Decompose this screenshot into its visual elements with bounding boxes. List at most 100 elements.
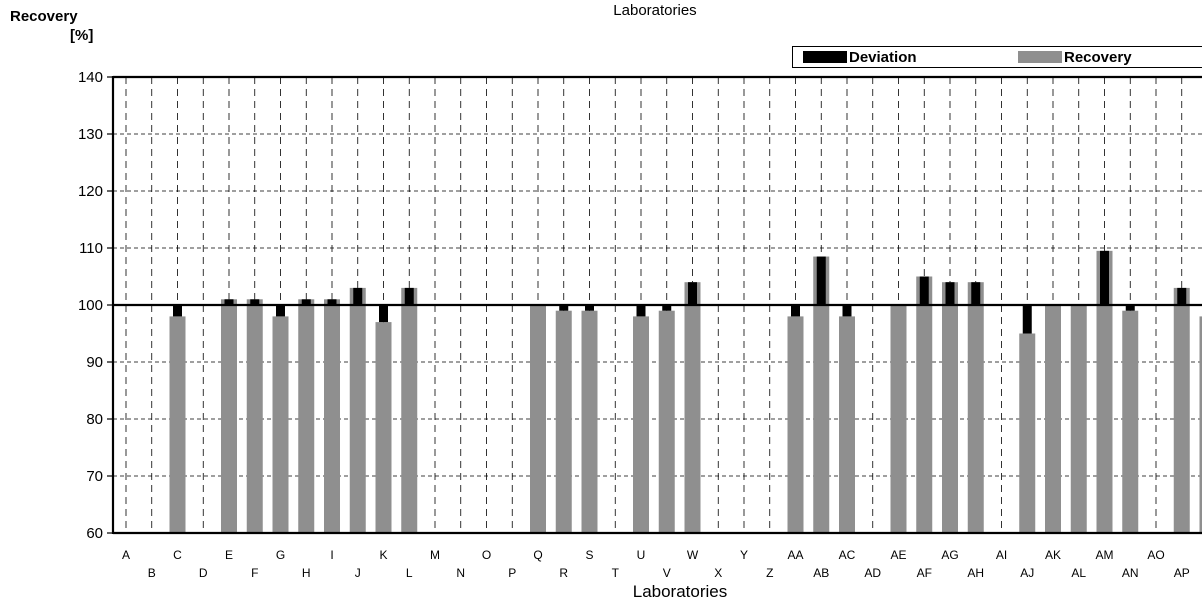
recovery-bar-r (581, 310, 598, 533)
x-tick-label-ad: AD (864, 566, 881, 580)
deviation-bar-g (301, 299, 311, 305)
deviation-bar-k (404, 287, 414, 305)
recovery-bar-p (530, 305, 546, 533)
y-tick-label: 140 (78, 69, 103, 86)
deviation-bar-h (327, 299, 337, 305)
recovery-bar-q (555, 310, 572, 533)
x-tick-label-l: L (406, 566, 413, 580)
recovery-bar-ai (1019, 333, 1036, 533)
recovery-bar-ak (1070, 305, 1087, 533)
x-tick-label-z: Z (766, 566, 773, 580)
y-tick-label: 70 (86, 468, 103, 485)
recovery-bar-ad (890, 305, 907, 533)
recovery-bar-d (221, 299, 237, 533)
recovery-bar-ag (967, 282, 984, 533)
x-tick-label-aa: AA (787, 548, 803, 562)
x-tick-label-ah: AH (967, 566, 984, 580)
x-tick-label-q: Q (533, 548, 542, 562)
deviation-bar-e (250, 299, 260, 305)
legend-swatch-recovery (1018, 51, 1062, 63)
x-tick-label-f: F (251, 566, 258, 580)
y-axis-label: Recovery (10, 8, 78, 25)
recovery-bar-i (349, 287, 366, 533)
recovery-bar-e (246, 299, 263, 533)
legend-swatch-deviation (803, 51, 847, 63)
x-tick-label-ac: AC (839, 548, 856, 562)
x-tick-label-j: J (355, 566, 361, 580)
recovery-bar-u (658, 310, 675, 533)
legend-item-deviation: Deviation (803, 47, 917, 67)
deviation-bar-ae (919, 276, 929, 305)
recovery-bar-ap (1199, 316, 1202, 533)
deviation-bar-q (559, 305, 569, 311)
deviation-bar-ao (1177, 287, 1187, 305)
x-tick-label-p: P (508, 566, 516, 580)
deviation-bar-al (1100, 250, 1109, 305)
x-tick-label-ag: AG (941, 548, 958, 562)
deviation-bar-d (224, 299, 234, 305)
deviation-bar-b (173, 305, 182, 317)
x-tick-label-al: AL (1071, 566, 1086, 580)
deviation-bar-ab (842, 305, 852, 317)
recovery-bar-f (272, 316, 289, 533)
x-tick-label-w: W (687, 548, 699, 562)
x-tick-label-h: H (302, 566, 311, 580)
x-tick-label-af: AF (917, 566, 932, 580)
y-tick-label: 80 (86, 411, 103, 428)
x-tick-label-x: X (714, 566, 722, 580)
x-tick-label-k: K (379, 548, 387, 562)
deviation-bar-am (1125, 305, 1135, 311)
y-tick-label: 90 (86, 354, 103, 371)
x-tick-label-a: A (122, 548, 130, 562)
recovery-bar-v (684, 282, 701, 533)
recovery-bar-t (633, 316, 649, 533)
x-axis-title: Laboratories (632, 582, 728, 601)
recovery-bar-aj (1045, 305, 1061, 533)
deviation-bar-j (379, 305, 388, 323)
x-tick-label-o: O (482, 548, 491, 562)
x-tick-label-am: AM (1096, 548, 1114, 562)
deviation-bar-t (636, 305, 646, 317)
x-tick-label-d: D (199, 566, 208, 580)
deviation-bar-v (688, 282, 697, 305)
x-tick-label-r: R (559, 566, 568, 580)
recovery-bar-ao (1173, 287, 1190, 533)
recovery-bar-am (1122, 310, 1139, 533)
x-tick-label-v: V (663, 566, 671, 580)
x-tick-label-b: B (148, 566, 156, 580)
y-tick-label: 60 (86, 525, 103, 542)
deviation-bar-ai (1022, 305, 1032, 334)
deviation-bar-z (791, 305, 800, 317)
deviation-bar-r (585, 305, 594, 311)
x-tick-label-e: E (225, 548, 233, 562)
x-tick-label-i: I (330, 548, 333, 562)
recovery-bar-z (787, 316, 804, 533)
recovery-bar-k (401, 287, 418, 533)
y-tick-label: 120 (78, 183, 103, 200)
x-tick-label-ap: AP (1174, 566, 1190, 580)
x-tick-label-y: Y (740, 548, 748, 562)
deviation-bar-aa (816, 256, 826, 305)
recovery-bar-g (298, 299, 315, 533)
x-tick-label-aj: AJ (1020, 566, 1034, 580)
x-tick-label-n: N (456, 566, 465, 580)
x-tick-label-ae: AE (890, 548, 906, 562)
x-tick-label-an: AN (1122, 566, 1139, 580)
recovery-bar-b (169, 316, 186, 533)
deviation-bar-u (662, 305, 672, 311)
legend-label-deviation: Deviation (849, 48, 917, 66)
y-axis-unit: [%] (70, 27, 94, 44)
x-tick-label-s: S (585, 548, 593, 562)
deviation-bar-ag (971, 282, 981, 305)
legend-label-recovery: Recovery (1064, 48, 1132, 66)
x-tick-label-ai: AI (996, 548, 1007, 562)
recovery-bar-af (942, 282, 958, 533)
x-tick-label-t: T (612, 566, 620, 580)
recovery-bar-h (324, 299, 340, 533)
recovery-bar-ab (839, 316, 855, 533)
recovery-bar-j (375, 322, 392, 533)
y-tick-label: 110 (79, 240, 103, 257)
x-tick-label-c: C (173, 548, 182, 562)
x-tick-label-ak: AK (1045, 548, 1061, 562)
